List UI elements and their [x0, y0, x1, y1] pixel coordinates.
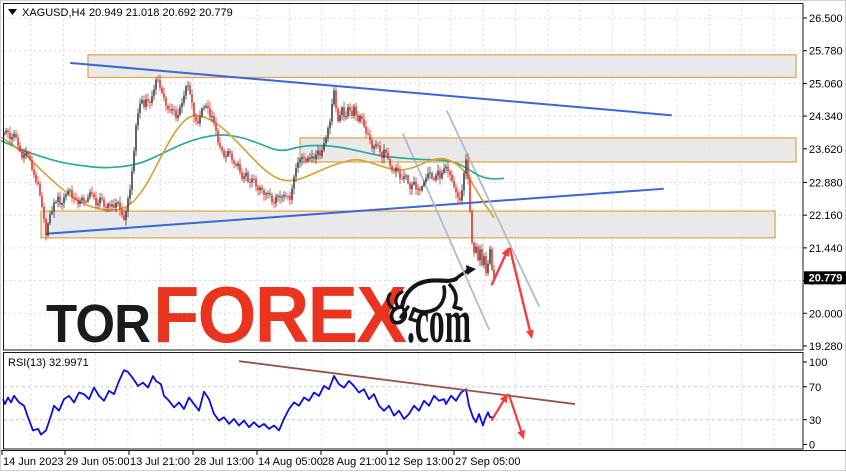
time-tick-label: 27 Sep 05:00 — [455, 456, 520, 468]
rsi-tick-label: 70 — [809, 382, 821, 394]
price-tick-label: 20.000 — [809, 308, 843, 320]
bull-icon — [386, 265, 476, 325]
time-tick-label: 29 Jun 05:00 — [66, 456, 130, 468]
rsi-line — [2, 369, 493, 436]
price-tick-label: 25.780 — [809, 46, 843, 58]
price-tick-label: 23.620 — [809, 144, 843, 156]
current-price-value: 20.779 — [809, 273, 843, 285]
upper-resistance-zone — [87, 54, 797, 79]
time-tick-label: 14 Jun 2023 — [3, 456, 64, 468]
ohlc-quote-label: 20.949 21.018 20.692 20.779 — [89, 7, 233, 19]
middle-zone — [299, 137, 797, 163]
candlestick-series — [3, 74, 495, 282]
price-tick-label: 22.880 — [809, 177, 843, 189]
forecast-arrows — [490, 246, 534, 340]
rsi-projection-down-arrow — [507, 393, 525, 440]
ma-slow-line — [1, 134, 505, 180]
symbol-dropdown-icon[interactable] — [8, 9, 17, 15]
upper-descending-trendline — [70, 61, 672, 117]
price-zones — [40, 54, 797, 239]
main-chart-panel[interactable] — [3, 3, 804, 351]
price-tick-label: 21.440 — [809, 243, 843, 255]
rsi-tick-label: 100 — [809, 357, 827, 369]
time-tick-label: 13 Jul 21:00 — [130, 456, 190, 468]
ma-fast-line — [1, 114, 495, 219]
price-tick-label: 22.160 — [809, 210, 843, 222]
rsi-panel[interactable] — [3, 352, 804, 450]
price-tick-label: 19.280 — [809, 341, 843, 353]
time-tick-label: 28 Jul 13:00 — [194, 456, 254, 468]
price-tick-label: 25.060 — [809, 78, 843, 90]
logo-text-tor: TOR — [46, 294, 150, 354]
lower-support-zone — [40, 210, 776, 239]
axis-labels: 26.500 25.780 25.060 24.340 23.620 22.880 22.1… — [1, 13, 843, 468]
time-tick-label: 12 Sep 13:00 — [388, 456, 453, 468]
rsi-indicator-label: RSI(13) 32.9971 — [8, 357, 89, 369]
rsi-bounce-up-arrow — [490, 393, 508, 421]
lower-ascending-trendline — [45, 187, 664, 235]
logo-text-forex: FOREX — [153, 270, 407, 359]
time-tick-label: 28 Aug 21:00 — [322, 456, 387, 468]
projection-down-arrow — [508, 247, 534, 340]
bounce-up-arrow — [490, 246, 509, 286]
symbol-period-label: XAGUSD,H4 — [22, 7, 86, 19]
price-tick-label: 26.500 — [809, 13, 843, 25]
time-tick-label: 14 Aug 05:00 — [258, 456, 323, 468]
rsi-tick-label: 30 — [809, 415, 821, 427]
moving-averages — [1, 114, 505, 219]
channel-line-right — [446, 110, 540, 307]
rsi-descending-trendline — [238, 360, 576, 405]
rsi-tick-label: 0 — [809, 440, 815, 452]
current-price-badge: 20.779 — [804, 271, 846, 285]
torforex-watermark: TOR FOREX .com — [46, 265, 476, 359]
price-tick-label: 24.340 — [809, 111, 843, 123]
rsi-indicator-pane-content — [2, 360, 576, 440]
